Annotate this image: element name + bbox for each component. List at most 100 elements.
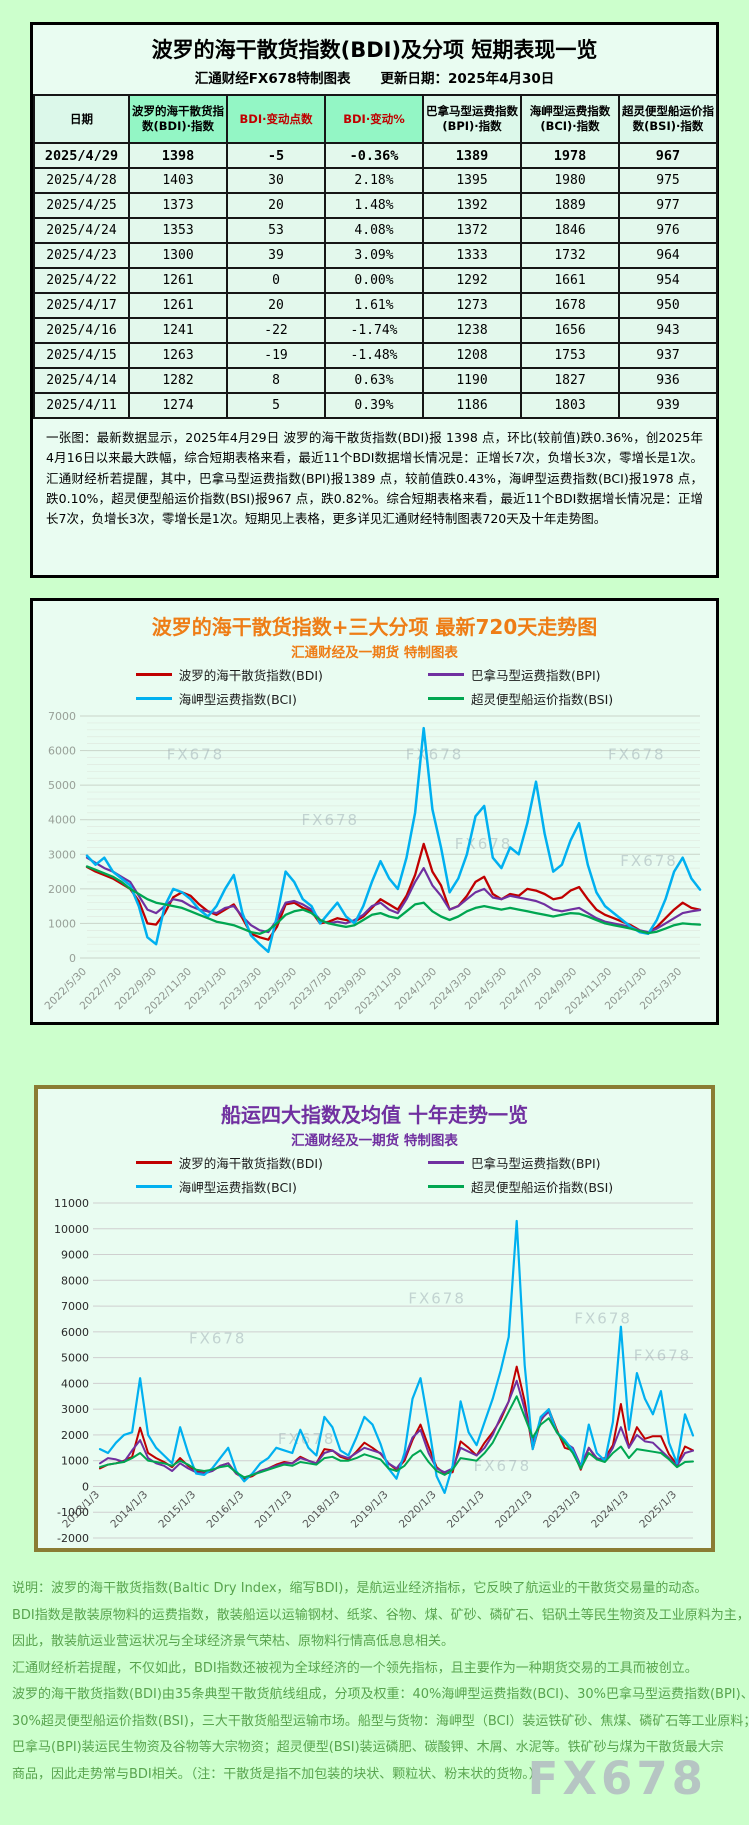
table-row: 2025/4/15 1263 -19 -1.48% 1208 1753 937 <box>33 342 718 369</box>
y-tick-label: 3000 <box>61 1403 89 1416</box>
table-cell-4: 1292 <box>422 267 522 294</box>
description-line: 30%超灵便型船运价指数(BSI)，三大干散货船型运输市场。船型与货物：海岬型（… <box>12 1713 749 1729</box>
series-line <box>85 856 702 934</box>
table-cell-5: 1889 <box>520 192 620 219</box>
table-cell-1: 1261 <box>128 292 228 319</box>
table-cell-1: 1261 <box>128 267 228 294</box>
table-cell-4: 1273 <box>422 292 522 319</box>
table-cell-5: 1753 <box>520 342 620 369</box>
legend-swatch <box>427 672 464 677</box>
legend-item: 超灵便型船运价指数(BSI) <box>427 689 613 708</box>
table-row: 2025/4/23 1300 39 3.09% 1333 1732 964 <box>33 242 718 269</box>
table-cell-6: 975 <box>618 167 718 194</box>
table-cell-3: 1.48% <box>324 192 424 219</box>
y-tick-label: 2000 <box>48 883 76 896</box>
col-header-0: 日期 <box>33 94 130 144</box>
y-tick-label: 0 <box>82 1480 89 1493</box>
y-tick-label: 4000 <box>48 814 76 827</box>
y-tick-label: 2000 <box>61 1429 89 1442</box>
table-cell-4: 1186 <box>422 392 522 419</box>
x-axis-labels: 2013/1/3 2014/1/3 2015/1/3 2016/1/3 2017/1/3… <box>60 1489 679 1531</box>
table-cell-6: 943 <box>618 317 718 344</box>
table-cell-4: 1333 <box>422 242 522 269</box>
description-line: 汇通财经析若提醒，不仅如此，BDI指数还被视为全球经济的一个领先指标，且主要作为… <box>12 1660 698 1676</box>
col-header-5: 海岬型运费指数(BCI)·指数 <box>520 94 620 144</box>
y-axis-labels: -2000 -1000 0 1000 2000 3000 4000 5000 6000 7000 8… <box>54 1197 89 1545</box>
table-cell-1: 1241 <box>128 317 228 344</box>
x-tick-label: 2018/1/3 <box>301 1489 343 1531</box>
y-tick-label: -1000 <box>57 1506 89 1519</box>
table-cell-0: 2025/4/28 <box>33 167 130 194</box>
table-row: 2025/4/14 1282 8 0.63% 1190 1827 936 <box>33 367 718 394</box>
legend-label: 波罗的海干散货指数(BDI) <box>178 668 323 683</box>
x-tick-label: 2019/1/3 <box>349 1489 391 1531</box>
y-tick-label: 6000 <box>48 745 76 758</box>
legend-label: 超灵便型船运价指数(BSI) <box>470 1180 614 1195</box>
col-header-1: 波罗的海干散货指数(BDI)·指数 <box>128 94 228 144</box>
table-cell-6: 950 <box>618 292 718 319</box>
table-cell-4: 1238 <box>422 317 522 344</box>
table-cell-2: 53 <box>226 217 326 244</box>
y-tick-label: 9000 <box>61 1249 89 1262</box>
table-cell-0: 2025/4/14 <box>33 367 130 394</box>
table-cell-4: 1208 <box>422 342 522 369</box>
table-cell-3: 0.00% <box>324 267 424 294</box>
x-tick-label: 2017/1/3 <box>253 1489 295 1531</box>
y-tick-label: 1000 <box>48 917 76 930</box>
y-tick-label: 6000 <box>61 1326 89 1339</box>
table-cell-3: -1.74% <box>324 317 424 344</box>
table-cell-5: 1980 <box>520 167 620 194</box>
y-tick-label: 0 <box>69 952 76 965</box>
table-cell-1: 1398 <box>128 142 228 169</box>
legend-label: 巴拿马型运费指数(BPI) <box>470 668 601 683</box>
chart-tenyear-panel: 船运四大指数及均值 十年走势一览 汇通财经及一期货 特制图表 波罗的海干散货指数… <box>34 1085 715 1552</box>
table-cell-5: 1827 <box>520 367 620 394</box>
watermark-text: FX678 <box>455 835 513 853</box>
table-cell-6: 939 <box>618 392 718 419</box>
chart1-subtitle: 汇通财经及一期货 特制图表 <box>291 645 458 661</box>
series-line <box>98 1219 695 1494</box>
table-body: 2025/4/29 1398 -5 -0.36% 1389 1978 967 2025/4/2… <box>33 142 718 419</box>
legend-item: 超灵便型船运价指数(BSI) <box>427 1177 614 1196</box>
legend-label: 海岬型运费指数(BCI) <box>178 692 297 707</box>
table-cell-6: 936 <box>618 367 718 394</box>
y-axis-labels: 0 1000 2000 3000 4000 5000 6000 7000 <box>48 710 76 965</box>
table-cell-6: 954 <box>618 267 718 294</box>
gridlines <box>80 715 700 959</box>
y-tick-label: 11000 <box>54 1198 89 1210</box>
watermark-text: FX678 <box>408 1290 466 1308</box>
watermark-text: FX678 <box>474 1457 532 1475</box>
description-line: 因此，散装航运业营运状况与全球经济景气荣枯、原物料行情高低息息相关。 <box>12 1634 455 1649</box>
y-tick-label: 5000 <box>48 779 76 792</box>
table-cell-3: 3.09% <box>324 242 424 269</box>
table-panel-title: 波罗的海干散货指数(BDI)及分项 短期表现一览 <box>151 38 598 62</box>
description-line: 波罗的海干散货指数(BDI)由35条典型干散货航线组成，分项及权重：40%海岬型… <box>12 1687 749 1702</box>
legend-item: 巴拿马型运费指数(BPI) <box>427 1153 613 1172</box>
table-cell-3: -0.36% <box>324 142 424 169</box>
gridlines <box>93 1202 693 1539</box>
table-cell-0: 2025/4/29 <box>33 142 130 169</box>
table-cell-1: 1274 <box>128 392 228 419</box>
description-line: 说明：波罗的海干散货指数(Baltic Dry Index，缩写BDI)，是航运… <box>12 1581 708 1596</box>
description-block: 说明：波罗的海干散货指数(Baltic Dry Index，缩写BDI)，是航运… <box>12 1576 749 1788</box>
watermark-text: FX678 <box>574 1310 632 1328</box>
table-cell-2: -5 <box>226 142 326 169</box>
table-cell-1: 1263 <box>128 342 228 369</box>
legend-item: 海岬型运费指数(BCI) <box>135 1177 323 1196</box>
summary-paragraph: 一张图：最新数据显示，2025年4月29日 波罗的海干散货指数(BDI)报 13… <box>46 430 703 526</box>
table-cell-5: 1803 <box>520 392 620 419</box>
source-label: 汇通财经FX678特制图表 <box>194 71 351 87</box>
chart-720day-panel: 波罗的海干散货指数+三大分项 最新720天走势图 汇通财经及一期货 特制图表 波… <box>30 598 719 1025</box>
x-tick-label: 2021/1/3 <box>445 1489 487 1531</box>
legend-item: 波罗的海干散货指数(BDI) <box>135 1153 323 1172</box>
table-cell-0: 2025/4/16 <box>33 317 130 344</box>
table-cell-3: 0.39% <box>324 392 424 419</box>
table-row: 2025/4/17 1261 20 1.61% 1273 1678 950 <box>33 292 718 319</box>
legend-swatch <box>135 672 172 677</box>
description-line: 商品，因此走势常与BDI相关。（注：干散货是指不加包装的块状、颗粒状、粉末状的货… <box>12 1766 542 1782</box>
table-cell-0: 2025/4/15 <box>33 342 130 369</box>
table-cell-2: 8 <box>226 367 326 394</box>
table-cell-2: -22 <box>226 317 326 344</box>
y-tick-label: 4000 <box>61 1377 89 1390</box>
